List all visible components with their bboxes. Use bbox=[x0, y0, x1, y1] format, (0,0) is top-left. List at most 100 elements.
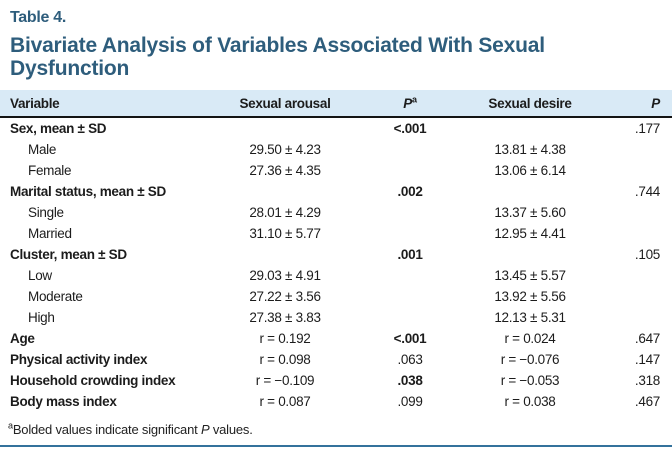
footnote-text-end: values. bbox=[209, 422, 253, 437]
sexual-desire-value: 12.13 ± 5.31 bbox=[494, 310, 566, 325]
sexual-desire-value bbox=[450, 118, 610, 139]
footnote-superscript-a: a bbox=[8, 420, 13, 431]
p-value-desire bbox=[610, 307, 672, 328]
sexual-desire-value: r = 0.038 bbox=[504, 394, 556, 409]
table-row: Physical activity index r = 0.098 .063 r = … bbox=[0, 349, 672, 370]
row-label: High bbox=[28, 310, 55, 325]
table-row: Household crowding index r = −0.109 .038 r … bbox=[0, 370, 672, 391]
p-value-arousal bbox=[370, 139, 450, 160]
row-label: Cluster, mean ± SD bbox=[10, 247, 127, 262]
table-row: Marital status, mean ± SD .002 .744 bbox=[0, 181, 672, 202]
p-value-arousal: <.001 bbox=[393, 331, 427, 346]
sexual-desire-value: 13.45 ± 5.57 bbox=[494, 268, 566, 283]
table-row: High 27.38 ± 3.83 12.13 ± 5.31 bbox=[0, 307, 672, 328]
table-figure: Table 4. Bivariate Analysis of Variables… bbox=[0, 9, 672, 447]
p-value-arousal bbox=[370, 265, 450, 286]
p-value-desire: .318 bbox=[634, 373, 660, 388]
table-row: Cluster, mean ± SD .001 .105 bbox=[0, 244, 672, 265]
row-label: Moderate bbox=[28, 289, 83, 304]
sexual-desire-value bbox=[450, 244, 610, 265]
row-label: Male bbox=[28, 142, 57, 157]
sexual-desire-value: 13.81 ± 4.38 bbox=[494, 142, 566, 157]
row-label: Married bbox=[28, 226, 72, 241]
p-superscript-a: a bbox=[412, 95, 417, 104]
sexual-arousal-value: 28.01 ± 4.29 bbox=[249, 205, 321, 220]
table-body: Sex, mean ± SD <.001 .177 Male 29.50 ± 4.23 1… bbox=[0, 118, 672, 412]
p-value-arousal: .002 bbox=[397, 184, 423, 199]
table-row: Female 27.36 ± 4.35 13.06 ± 6.14 bbox=[0, 160, 672, 181]
p-value-desire: .147 bbox=[634, 352, 660, 367]
table-number: Table 4. bbox=[10, 9, 66, 26]
p-italic-label: P bbox=[651, 95, 660, 111]
sexual-arousal-value: r = 0.098 bbox=[259, 352, 311, 367]
sexual-desire-value: r = −0.076 bbox=[500, 352, 560, 367]
table-row: Sex, mean ± SD <.001 .177 bbox=[0, 118, 672, 139]
p-italic-label: P bbox=[403, 95, 412, 111]
p-value-arousal bbox=[370, 160, 450, 181]
sexual-arousal-value: 27.36 ± 4.35 bbox=[249, 163, 321, 178]
sexual-desire-value: 13.92 ± 5.56 bbox=[494, 289, 566, 304]
table-header-row: Variable Sexual arousal Pa Sexual desire… bbox=[0, 90, 672, 118]
footnote-p-italic: P bbox=[200, 422, 210, 437]
p-value-arousal: .099 bbox=[397, 394, 423, 409]
row-label: Physical activity index bbox=[10, 352, 148, 367]
p-value-desire bbox=[610, 139, 672, 160]
col-header-sexual-desire: Sexual desire bbox=[488, 95, 572, 111]
row-label: Sex, mean ± SD bbox=[10, 121, 107, 136]
p-value-desire bbox=[610, 160, 672, 181]
p-value-desire: .467 bbox=[634, 394, 660, 409]
footnote-text: Bolded values indicate significant bbox=[12, 422, 201, 437]
sexual-desire-value: r = −0.053 bbox=[500, 373, 560, 388]
p-value-desire: .105 bbox=[634, 247, 660, 262]
p-value-arousal: .063 bbox=[397, 352, 423, 367]
table-row: Low 29.03 ± 4.91 13.45 ± 5.57 bbox=[0, 265, 672, 286]
p-value-arousal bbox=[370, 307, 450, 328]
table-row: Male 29.50 ± 4.23 13.81 ± 4.38 bbox=[0, 139, 672, 160]
sexual-arousal-value: 27.22 ± 3.56 bbox=[249, 289, 321, 304]
sexual-arousal-value: r = 0.087 bbox=[259, 394, 311, 409]
table-row: Married 31.10 ± 5.77 12.95 ± 4.41 bbox=[0, 223, 672, 244]
table-footnote: aBolded values indicate significant P va… bbox=[0, 420, 672, 438]
sexual-desire-value bbox=[450, 181, 610, 202]
p-value-arousal bbox=[370, 202, 450, 223]
sexual-arousal-value: 31.10 ± 5.77 bbox=[249, 226, 321, 241]
col-header-sexual-arousal: Sexual arousal bbox=[239, 95, 331, 111]
p-value-arousal: .038 bbox=[397, 373, 423, 388]
row-label: Marital status, mean ± SD bbox=[10, 184, 166, 199]
sexual-arousal-value: r = 0.192 bbox=[259, 331, 311, 346]
sexual-desire-value: 12.95 ± 4.41 bbox=[494, 226, 566, 241]
sexual-arousal-value: r = −0.109 bbox=[255, 373, 315, 388]
row-label: Single bbox=[28, 205, 64, 220]
sexual-desire-value: 13.06 ± 6.14 bbox=[494, 163, 566, 178]
col-header-variable: Variable bbox=[10, 95, 60, 111]
row-label: Female bbox=[28, 163, 72, 178]
sexual-arousal-value: 29.03 ± 4.91 bbox=[249, 268, 321, 283]
table-row: Age r = 0.192 <.001 r = 0.024 .647 bbox=[0, 328, 672, 349]
p-value-desire: .744 bbox=[634, 184, 660, 199]
row-label: Body mass index bbox=[10, 394, 117, 409]
sexual-desire-value: 13.37 ± 5.60 bbox=[494, 205, 566, 220]
p-value-arousal: .001 bbox=[397, 247, 423, 262]
col-header-p-desire: P bbox=[610, 96, 672, 111]
sexual-arousal-value bbox=[200, 118, 370, 139]
table-title: Bivariate Analysis of Variables Associat… bbox=[10, 34, 545, 80]
table-row: Body mass index r = 0.087 .099 r = 0.038 .46… bbox=[0, 391, 672, 412]
p-value-desire: .647 bbox=[634, 331, 660, 346]
sexual-arousal-value bbox=[200, 244, 370, 265]
row-label: Age bbox=[10, 331, 35, 346]
p-value-arousal bbox=[370, 223, 450, 244]
sexual-arousal-value: 29.50 ± 4.23 bbox=[249, 142, 321, 157]
table-row: Single 28.01 ± 4.29 13.37 ± 5.60 bbox=[0, 202, 672, 223]
col-header-p-arousal: Pa bbox=[370, 96, 450, 111]
sexual-arousal-value bbox=[200, 181, 370, 202]
sexual-desire-value: r = 0.024 bbox=[504, 331, 556, 346]
p-value-desire: .177 bbox=[634, 121, 660, 136]
p-value-desire bbox=[610, 202, 672, 223]
p-value-desire bbox=[610, 286, 672, 307]
row-label: Household crowding index bbox=[10, 373, 176, 388]
bottom-rule bbox=[0, 445, 672, 447]
row-label: Low bbox=[28, 268, 52, 283]
table-row: Moderate 27.22 ± 3.56 13.92 ± 5.56 bbox=[0, 286, 672, 307]
sexual-arousal-value: 27.38 ± 3.83 bbox=[249, 310, 321, 325]
p-value-arousal bbox=[370, 286, 450, 307]
